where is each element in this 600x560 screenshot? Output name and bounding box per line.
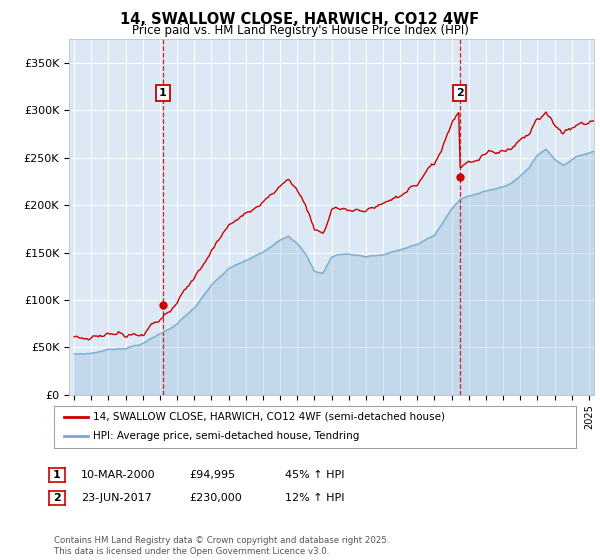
Text: 45% ↑ HPI: 45% ↑ HPI [285,470,344,480]
Text: 14, SWALLOW CLOSE, HARWICH, CO12 4WF (semi-detached house): 14, SWALLOW CLOSE, HARWICH, CO12 4WF (se… [93,412,445,422]
Text: HPI: Average price, semi-detached house, Tendring: HPI: Average price, semi-detached house,… [93,431,359,441]
Text: £230,000: £230,000 [189,493,242,503]
Text: 1: 1 [53,470,61,480]
Text: 2: 2 [456,88,464,98]
Text: 12% ↑ HPI: 12% ↑ HPI [285,493,344,503]
Text: Contains HM Land Registry data © Crown copyright and database right 2025.
This d: Contains HM Land Registry data © Crown c… [54,536,389,556]
Text: 1: 1 [159,88,167,98]
Text: 2: 2 [53,493,61,503]
Text: Price paid vs. HM Land Registry's House Price Index (HPI): Price paid vs. HM Land Registry's House … [131,24,469,36]
Text: 10-MAR-2000: 10-MAR-2000 [81,470,155,480]
Text: £94,995: £94,995 [189,470,235,480]
Text: 14, SWALLOW CLOSE, HARWICH, CO12 4WF: 14, SWALLOW CLOSE, HARWICH, CO12 4WF [121,12,479,27]
Text: 23-JUN-2017: 23-JUN-2017 [81,493,152,503]
